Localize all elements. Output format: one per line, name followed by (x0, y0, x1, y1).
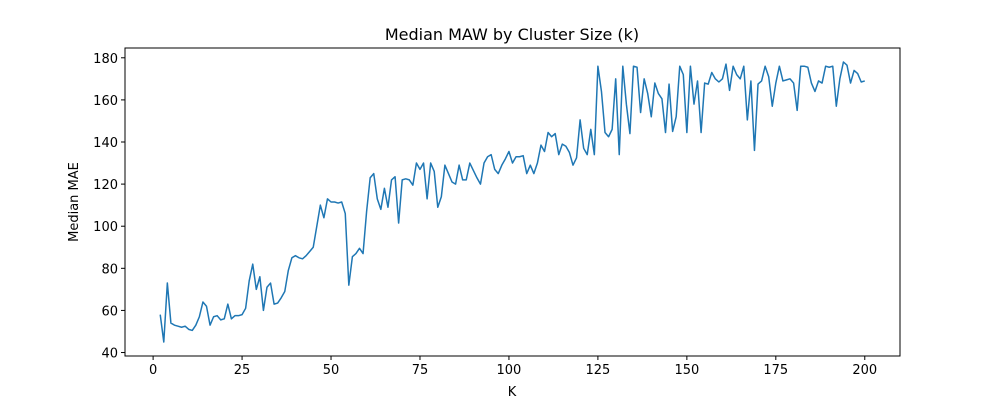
y-tick-label: 160 (93, 94, 118, 109)
x-tick-label: 125 (585, 363, 610, 378)
x-tick-label: 150 (674, 363, 699, 378)
y-tick-label: 120 (93, 178, 118, 193)
x-tick-label: 0 (149, 363, 157, 378)
y-axis-label: Median MAE (67, 162, 82, 242)
x-tick-label: 75 (412, 363, 429, 378)
x-tick-label: 25 (234, 363, 251, 378)
x-tick-label: 200 (852, 363, 877, 378)
y-tick-label: 180 (93, 52, 118, 67)
data-line (159, 61, 865, 343)
y-tick-label: 140 (93, 136, 118, 151)
x-tick-label: 175 (763, 363, 788, 378)
y-tick-label: 60 (101, 304, 118, 319)
y-tick-label: 40 (101, 347, 118, 362)
plot-frame (124, 47, 901, 357)
x-tick-label: 100 (497, 363, 522, 378)
x-axis-label: K (508, 385, 517, 400)
chart-title: Median MAW by Cluster Size (k) (385, 25, 639, 44)
x-tick-label: 50 (323, 363, 340, 378)
y-tick-label: 80 (101, 262, 118, 277)
y-tick-label: 100 (93, 220, 118, 235)
